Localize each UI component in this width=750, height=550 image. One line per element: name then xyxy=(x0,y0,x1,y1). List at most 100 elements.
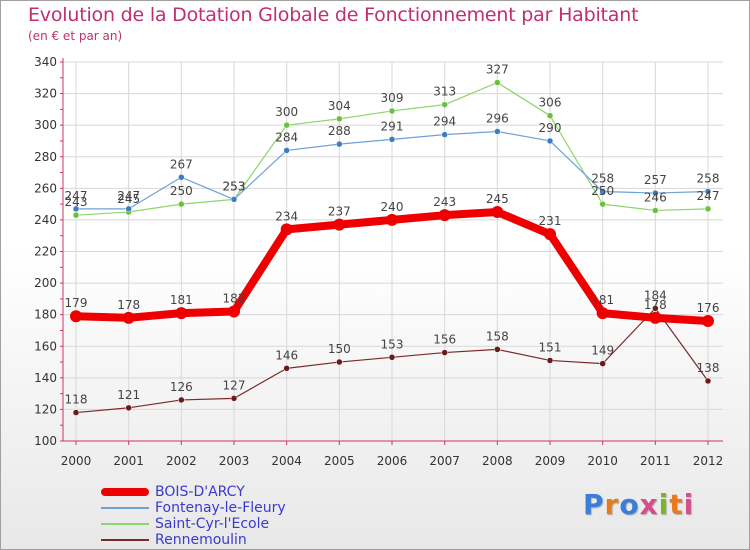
data-point xyxy=(546,137,554,145)
data-point xyxy=(652,189,659,197)
y-tick-label: 120 xyxy=(34,402,57,416)
x-tick-label: 2007 xyxy=(429,454,460,468)
data-label: 247 xyxy=(697,189,720,203)
data-label: 257 xyxy=(644,173,667,187)
legend-swatch xyxy=(101,507,149,509)
data-point xyxy=(441,349,448,356)
data-point xyxy=(599,200,606,208)
data-label: 178 xyxy=(117,298,140,312)
data-label: 176 xyxy=(697,301,720,315)
legend-label: BOIS-D'ARCY xyxy=(155,484,245,500)
y-tick-label: 100 xyxy=(34,434,57,448)
data-point xyxy=(386,213,398,226)
data-point xyxy=(283,365,290,372)
data-point xyxy=(336,140,343,148)
data-label: 243 xyxy=(65,195,88,209)
data-point xyxy=(649,311,662,324)
x-tick-label: 2006 xyxy=(377,454,408,468)
y-tick-label: 300 xyxy=(34,118,57,132)
data-label: 250 xyxy=(591,184,614,198)
data-point xyxy=(438,209,451,222)
data-label: 184 xyxy=(644,288,667,302)
data-label: 151 xyxy=(539,340,562,354)
data-label: 182 xyxy=(223,292,246,306)
y-tick-label: 180 xyxy=(34,308,57,322)
data-point xyxy=(283,121,290,129)
series-fontenay-le-fleury xyxy=(72,128,712,213)
data-point xyxy=(122,311,135,324)
data-point xyxy=(494,346,501,353)
data-label: 245 xyxy=(486,192,509,206)
data-label: 158 xyxy=(486,329,509,343)
data-point xyxy=(175,307,188,320)
grid-layer xyxy=(63,61,723,442)
data-label: 267 xyxy=(170,157,193,171)
data-point xyxy=(596,307,609,320)
data-point xyxy=(599,360,606,367)
x-tick-label: 2004 xyxy=(271,454,302,468)
data-point xyxy=(333,218,346,231)
data-point xyxy=(72,205,80,213)
data-point xyxy=(704,188,712,195)
data-label: 126 xyxy=(170,380,193,394)
data-point xyxy=(494,128,501,135)
data-label: 294 xyxy=(433,115,456,129)
y-tick-label: 200 xyxy=(34,276,57,290)
data-label: 237 xyxy=(328,205,351,219)
data-label: 300 xyxy=(275,105,298,119)
chart-title: Evolution de la Dotation Globale de Fonc… xyxy=(28,4,639,26)
data-label: 181 xyxy=(170,293,193,307)
x-tick-label: 2010 xyxy=(587,454,618,468)
data-point xyxy=(336,115,343,123)
x-tick-label: 2003 xyxy=(219,454,250,468)
y-tick-label: 280 xyxy=(34,150,57,164)
chart-subtitle: (en € et par an) xyxy=(28,29,123,43)
data-label: 304 xyxy=(328,99,351,113)
data-point xyxy=(280,223,293,236)
data-point xyxy=(599,188,606,195)
data-point xyxy=(72,211,80,219)
data-point xyxy=(652,207,659,214)
x-tick-label: 2009 xyxy=(535,454,566,468)
data-label: 234 xyxy=(275,209,298,223)
x-tick-label: 2000 xyxy=(61,454,92,468)
data-point xyxy=(230,196,238,203)
data-label: 138 xyxy=(697,361,720,375)
data-label: 253 xyxy=(223,179,246,193)
data-label: 231 xyxy=(539,214,562,228)
data-label: 284 xyxy=(275,130,298,144)
data-label: 149 xyxy=(591,344,614,358)
y-tick-label: 220 xyxy=(34,245,57,259)
data-point xyxy=(702,314,714,327)
y-tick-label: 240 xyxy=(34,213,57,227)
data-label: 156 xyxy=(433,333,456,347)
x-tick-label: 2001 xyxy=(113,454,144,468)
data-point xyxy=(125,404,132,412)
data-label: 296 xyxy=(486,111,509,125)
data-label: 253 xyxy=(223,179,246,193)
legend-swatch xyxy=(101,488,149,496)
series-rennemoulin xyxy=(72,305,712,416)
data-label: 118 xyxy=(65,393,88,407)
legend-label: Rennemoulin xyxy=(155,532,247,548)
data-point xyxy=(546,357,554,364)
data-label: 127 xyxy=(223,378,246,392)
data-label: 240 xyxy=(381,200,404,214)
data-point xyxy=(70,310,82,323)
data-point xyxy=(704,205,712,213)
series-bois-d-arcy xyxy=(70,206,714,327)
data-point xyxy=(704,377,712,385)
data-label: 179 xyxy=(65,296,88,310)
x-tick-label: 2008 xyxy=(482,454,513,468)
x-tick-label: 2002 xyxy=(166,454,197,468)
data-label: 178 xyxy=(644,298,667,312)
legend-swatch xyxy=(101,539,149,541)
data-point xyxy=(125,205,132,213)
data-point xyxy=(283,147,290,154)
data-point xyxy=(388,354,396,361)
data-point xyxy=(652,305,659,312)
legend-swatch xyxy=(101,523,149,525)
